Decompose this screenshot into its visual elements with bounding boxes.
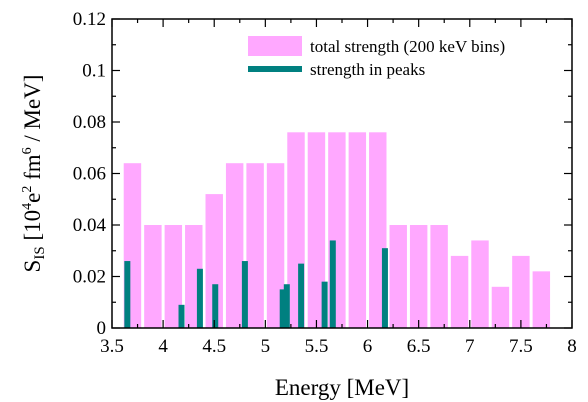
total-strength-bar <box>389 225 407 328</box>
y-tick-label: 0.08 <box>73 112 106 133</box>
peak-strength-bar <box>241 261 248 328</box>
peak-strength-bar <box>178 304 185 328</box>
y-axis-title-mid2: fm <box>20 154 45 185</box>
total-strength-bar <box>430 225 448 328</box>
y-tick-label: 0.02 <box>73 267 106 288</box>
total-strength-bar <box>512 255 530 328</box>
total-strength-bar <box>144 225 162 328</box>
total-strength-bar <box>246 163 264 328</box>
total-strength-bar <box>450 255 469 328</box>
peak-strength-bar <box>381 248 388 328</box>
peak-strength-bar <box>212 284 219 328</box>
legend-label-total: total strength (200 keV bins) <box>310 37 505 56</box>
peak-strength-bar <box>329 240 336 328</box>
total-strength-bars <box>123 132 551 328</box>
y-tick-label: 0.1 <box>82 61 106 82</box>
total-strength-bar <box>205 194 223 328</box>
y-axis-title-pre: [10 <box>20 210 45 246</box>
x-tick-label: 5.5 <box>305 336 329 357</box>
y-tick-label: 0.04 <box>73 215 107 236</box>
x-tick-label: 6.5 <box>407 336 431 357</box>
y-tick-label: 0 <box>97 318 107 339</box>
x-tick-label: 8 <box>567 336 577 357</box>
y-axis-title-sup3: 6 <box>20 147 35 154</box>
peak-strength-bar <box>196 268 203 328</box>
peak-strength-bars <box>124 240 388 328</box>
y-axis-title: SIS [104e2 fm6 / MeV] <box>20 75 48 273</box>
total-strength-bar <box>266 163 285 328</box>
axis-ticks <box>111 18 573 329</box>
x-tick-labels: 3.5 4 4.5 5 5.5 6 6.5 7 7.5 8 <box>100 336 577 357</box>
y-axis-title-sup1: 4 <box>20 203 35 210</box>
x-tick-label: 5 <box>261 336 271 357</box>
total-strength-bar <box>348 132 367 328</box>
total-strength-bar <box>225 163 244 328</box>
legend-label-peaks: strength in peaks <box>310 60 425 79</box>
x-tick-label: 7 <box>465 336 475 357</box>
total-strength-bar <box>307 132 326 328</box>
peak-strength-bar <box>124 261 131 328</box>
y-tick-label: 0.12 <box>73 9 106 30</box>
peak-strength-bar <box>283 284 290 328</box>
legend: total strength (200 keV bins) strength i… <box>248 36 505 79</box>
x-tick-label: 4 <box>158 336 168 357</box>
x-tick-label: 4.5 <box>202 336 226 357</box>
peak-strength-bar <box>321 281 328 328</box>
peak-strength-bar <box>279 289 286 328</box>
peak-strength-bar <box>298 263 305 328</box>
y-axis-title-sup2: 2 <box>20 186 35 193</box>
y-axis-title-post: / MeV] <box>20 75 45 148</box>
y-axis-title-mid: e <box>20 193 45 203</box>
x-tick-label: 7.5 <box>509 336 533 357</box>
total-strength-bar <box>532 271 551 328</box>
total-strength-bar <box>491 286 510 328</box>
total-strength-bar <box>409 225 428 328</box>
x-tick-label: 6 <box>363 336 373 357</box>
y-tick-label: 0.06 <box>73 164 106 185</box>
x-axis-title: Energy [MeV] <box>275 375 409 400</box>
total-strength-bar <box>471 240 489 328</box>
total-strength-bar <box>164 225 183 328</box>
x-tick-label: 3.5 <box>100 336 124 357</box>
y-axis-title-main: S <box>20 260 45 273</box>
legend-swatch-total <box>248 36 302 56</box>
y-tick-labels: 0 0.02 0.04 0.06 0.08 0.1 0.12 <box>73 9 107 339</box>
legend-swatch-peaks <box>248 66 302 72</box>
y-axis-title-sub: IS <box>32 246 48 259</box>
